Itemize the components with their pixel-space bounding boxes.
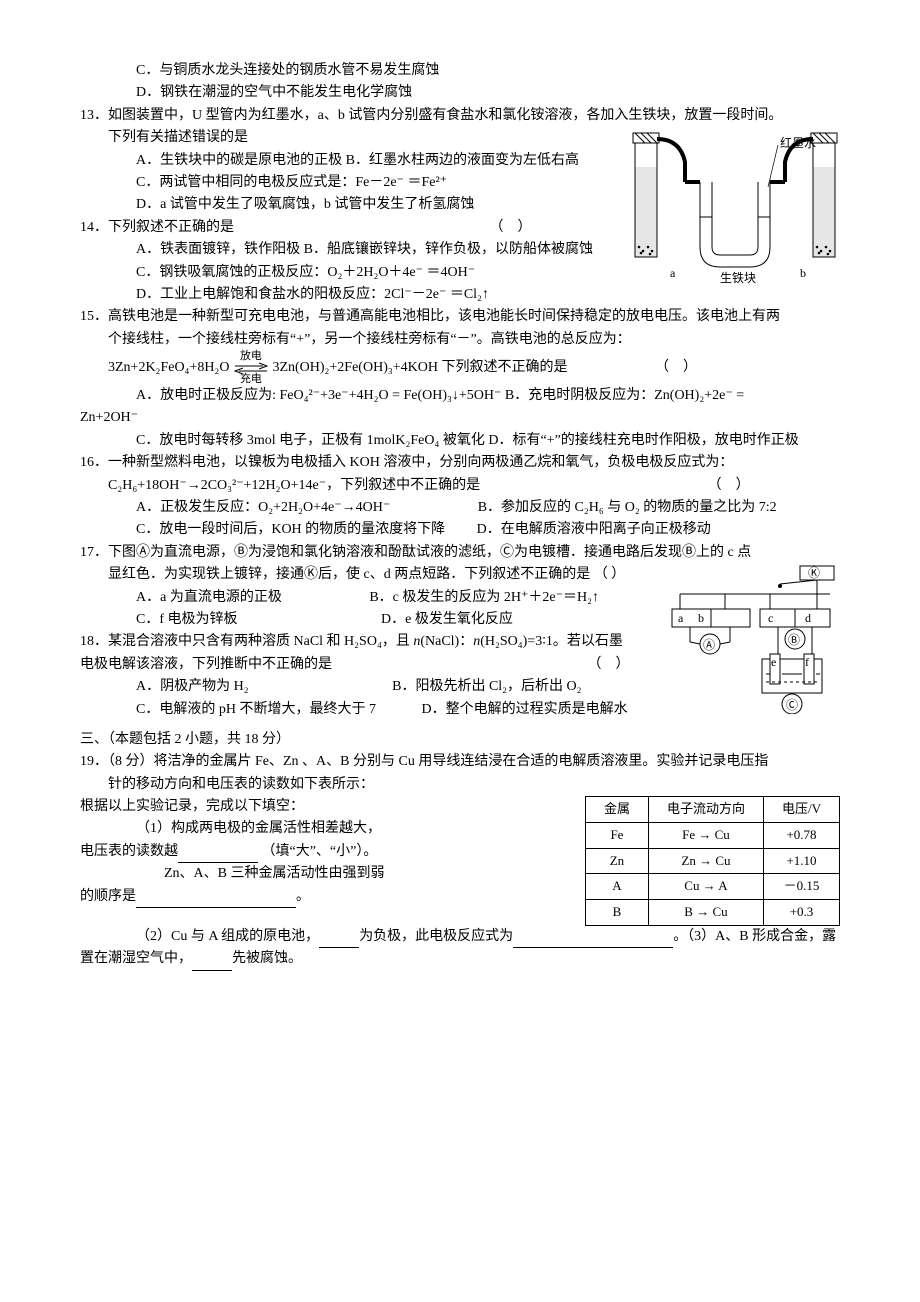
q15-stem-2: 个接线柱，一个接线柱旁标有“+”，另一个接线柱旁标有“－”。高铁电池的总反应为：: [80, 329, 840, 351]
q19-line3b-text: 的顺序是: [80, 889, 136, 904]
q12-opt-c: C．与铜质水龙头连接处的钢质水管不易发生腐蚀: [80, 60, 840, 82]
q18-paren: （ ）: [588, 654, 630, 676]
q16-opt-b: B．参加反应的 C₂H₆ 与 O₂ 的物质的量之比为 7:2: [478, 500, 777, 515]
q17-lbl-B: Ⓑ: [788, 633, 800, 647]
q15-opt-cd: C．放电时每转移 3mol 电子，正极有 1molK₂FeO₄ 被氧化 D．标有…: [80, 430, 840, 452]
q16-opt-c: C．放电一段时间后，KOH 的物质的量浓度将下降: [136, 522, 445, 537]
q17-opt-d: D．e 极发生氧化反应: [381, 612, 513, 627]
q17-opt-a: A．a 为直流电源的正极: [136, 590, 282, 605]
blank-field[interactable]: [513, 932, 673, 948]
th-metal: 金属: [585, 796, 648, 822]
q17-lbl-d: d: [805, 611, 811, 625]
q16-paren: （ ）: [708, 475, 750, 497]
cell: Zn: [585, 848, 648, 874]
q19-line4c-text: 。（3）A、B 形成合金，露: [673, 929, 836, 944]
q19-line4b-text: 为负极，此电极反应式为: [359, 929, 513, 944]
q19-table: 金属 电子流动方向 电压/V Fe Fe → Cu +0.78 Zn Zn → …: [585, 796, 840, 926]
table-header-row: 金属 电子流动方向 电压/V: [585, 796, 839, 822]
blank-field[interactable]: [319, 932, 359, 948]
q17-lbl-A: Ⓐ: [703, 638, 715, 652]
q13-stem-1: 13．如图装置中，U 型管内为红墨水，a、b 试管内分别盛有食盐水和氯化铵溶液，…: [80, 105, 840, 127]
q17-lbl-c: c: [768, 611, 773, 625]
cell: Cu → A: [648, 874, 763, 900]
cell: +0.3: [763, 900, 839, 926]
q13-label-b: b: [800, 266, 806, 280]
q15-stem-1: 15．高铁电池是一种新型可充电电池，与普通高能电池相比，该电池能长时间保持稳定的…: [80, 306, 840, 328]
th-voltage: 电压/V: [763, 796, 839, 822]
q18-opt-c: C．电解液的 pH 不断增大，最终大于 7: [136, 702, 376, 717]
q17-lbl-C: Ⓒ: [786, 698, 798, 712]
q16-stem-2-text: C₂H₆+18OH⁻→2CO₃²⁻+12H₂O+14e⁻，下列叙述中不正确的是: [108, 478, 480, 493]
q18-stem1-a: 18．某混合溶液中只含有两种溶质 NaCl 和 H₂SO₄，且: [80, 634, 413, 649]
q15-paren: （ ）: [655, 357, 697, 379]
blank-field[interactable]: [136, 892, 296, 908]
q15-eqn-bot: 充电: [233, 374, 269, 385]
q13-stem-2-text: 下列有关描述错误的是: [108, 130, 248, 145]
cell: +1.10: [763, 848, 839, 874]
q17-stem-1: 17．下图Ⓐ为直流电源，Ⓑ为浸饱和氯化钠溶液和酚酞试液的滤纸，Ⓒ为电镀槽．接通电…: [80, 542, 840, 564]
cell: Fe → Cu: [648, 822, 763, 848]
q19-line5: 置在潮湿空气中， 先被腐蚀。: [80, 948, 840, 970]
q19-stem-1: 19．（8 分）将洁净的金属片 Fe、Zn 、A、B 分别与 Cu 用导线连结浸…: [80, 751, 840, 773]
q19-line2b-text: 电压表的读数越: [80, 844, 178, 859]
q15-opt-ab: A．放电时正极反应为: FeO₄²⁻+3e⁻+4H₂O = Fe(OH)₃↓+5…: [80, 385, 840, 407]
cell: B: [585, 900, 648, 926]
q13-label-ink: 红墨水: [780, 135, 816, 150]
blank-field[interactable]: [178, 847, 258, 863]
q14-paren: （ ）: [490, 217, 532, 239]
q19-stem-2: 针的移动方向和电压表的读数如下表所示：: [80, 774, 840, 796]
table-row: Fe Fe → Cu +0.78: [585, 822, 839, 848]
table-row: Zn Zn → Cu +1.10: [585, 848, 839, 874]
q17-opt-c: C．f 电极为锌板: [136, 612, 238, 627]
q18-opt-b: B．阳极先析出 Cl₂，后析出 O₂: [392, 679, 581, 694]
q18-opt-d: D．整个电解的过程实质是电解水: [421, 702, 627, 717]
q18-stem1-mid: (NaCl)：: [420, 634, 473, 649]
q13-label-iron: 生铁块: [720, 271, 756, 285]
q15-eqn-top: 放电: [233, 351, 269, 362]
cell: B → Cu: [648, 900, 763, 926]
q16-opt-a: A．正极发生反应：O₂+2H₂O+4e⁻→4OH⁻: [136, 500, 390, 515]
q15-eqn: 3Zn+2K₂FeO₄+8H₂O 放电 充电 3Zn(OH)₂+2Fe(OH)₃…: [80, 351, 840, 385]
cell: Zn → Cu: [648, 848, 763, 874]
q19-line3c-text: 。: [296, 889, 310, 904]
cell: Fe: [585, 822, 648, 848]
q19-line4: （2）Cu 与 A 组成的原电池， 为负极，此电极反应式为 。（3）A、B 形成合金…: [80, 926, 840, 948]
q17-lbl-a: a: [678, 611, 684, 625]
q14-stem-text: 14．下列叙述不正确的是: [80, 220, 234, 235]
q16-row1: A．正极发生反应：O₂+2H₂O+4e⁻→4OH⁻ B．参加反应的 C₂H₆ 与…: [80, 497, 840, 519]
section3-title: 三、（本题包括 2 小题，共 18 分）: [80, 729, 840, 751]
q15-eqn-suffix: 3Zn(OH)₂+2Fe(OH)₃+4KOH 下列叙述不正确的是: [272, 360, 567, 375]
q17-opt-b: B．c 极发生的反应为 2H⁺＋2e⁻＝H₂↑: [369, 590, 599, 605]
cell: A: [585, 874, 648, 900]
cell: +0.78: [763, 822, 839, 848]
q16-stem-2: C₂H₆+18OH⁻→2CO₃²⁻+12H₂O+14e⁻，下列叙述中不正确的是 …: [80, 475, 840, 497]
q16-stem-1: 16．一种新型燃料电池，以镍板为电极插入 KOH 溶液中，分别向两极通乙烷和氧气…: [80, 452, 840, 474]
q17-lbl-e: e: [771, 655, 776, 669]
q17-lbl-f: f: [805, 655, 809, 669]
q17-figure: Ⓚ a b c d Ⓐ Ⓑ e: [670, 564, 840, 721]
table-row: A Cu → A －0.15: [585, 874, 839, 900]
q18-stem1-end: (H₂SO₄)=3∶1。若以石墨: [480, 634, 623, 649]
q19-line2c-text: （填“大”、“小”）。: [262, 844, 378, 859]
q15-eqn-prefix: 3Zn+2K₂FeO₄+8H₂O: [108, 360, 229, 375]
q13-label-a: a: [670, 266, 676, 280]
blank-field[interactable]: [192, 954, 232, 970]
q16-row2: C．放电一段时间后，KOH 的物质的量浓度将下降 D．在电解质溶液中阳离子向正极…: [80, 519, 840, 541]
q19-line4a-text: （2）Cu 与 A 组成的原电池，: [136, 929, 319, 944]
q19-line5b-text: 先被腐蚀。: [232, 951, 302, 966]
th-flow: 电子流动方向: [648, 796, 763, 822]
q17-lbl-b: b: [698, 611, 704, 625]
q19-line5a-text: 置在潮湿空气中，: [80, 951, 192, 966]
q16-opt-d: D．在电解质溶液中阳离子向正极移动: [477, 522, 711, 537]
q18-stem-2-text: 电极电解该溶液，下列推断中不正确的是: [80, 657, 332, 672]
cell: －0.15: [763, 874, 839, 900]
q17-lbl-K: Ⓚ: [808, 566, 820, 580]
q12-opt-d: D．钢铁在潮湿的空气中不能发生电化学腐蚀: [80, 82, 840, 104]
q18-opt-a: A．阴极产物为 H₂: [136, 679, 249, 694]
q13-figure: 红墨水 a 生铁块 b: [630, 127, 840, 294]
table-row: B B → Cu +0.3: [585, 900, 839, 926]
q15-opt-b2: Zn+2OH⁻: [80, 407, 840, 429]
